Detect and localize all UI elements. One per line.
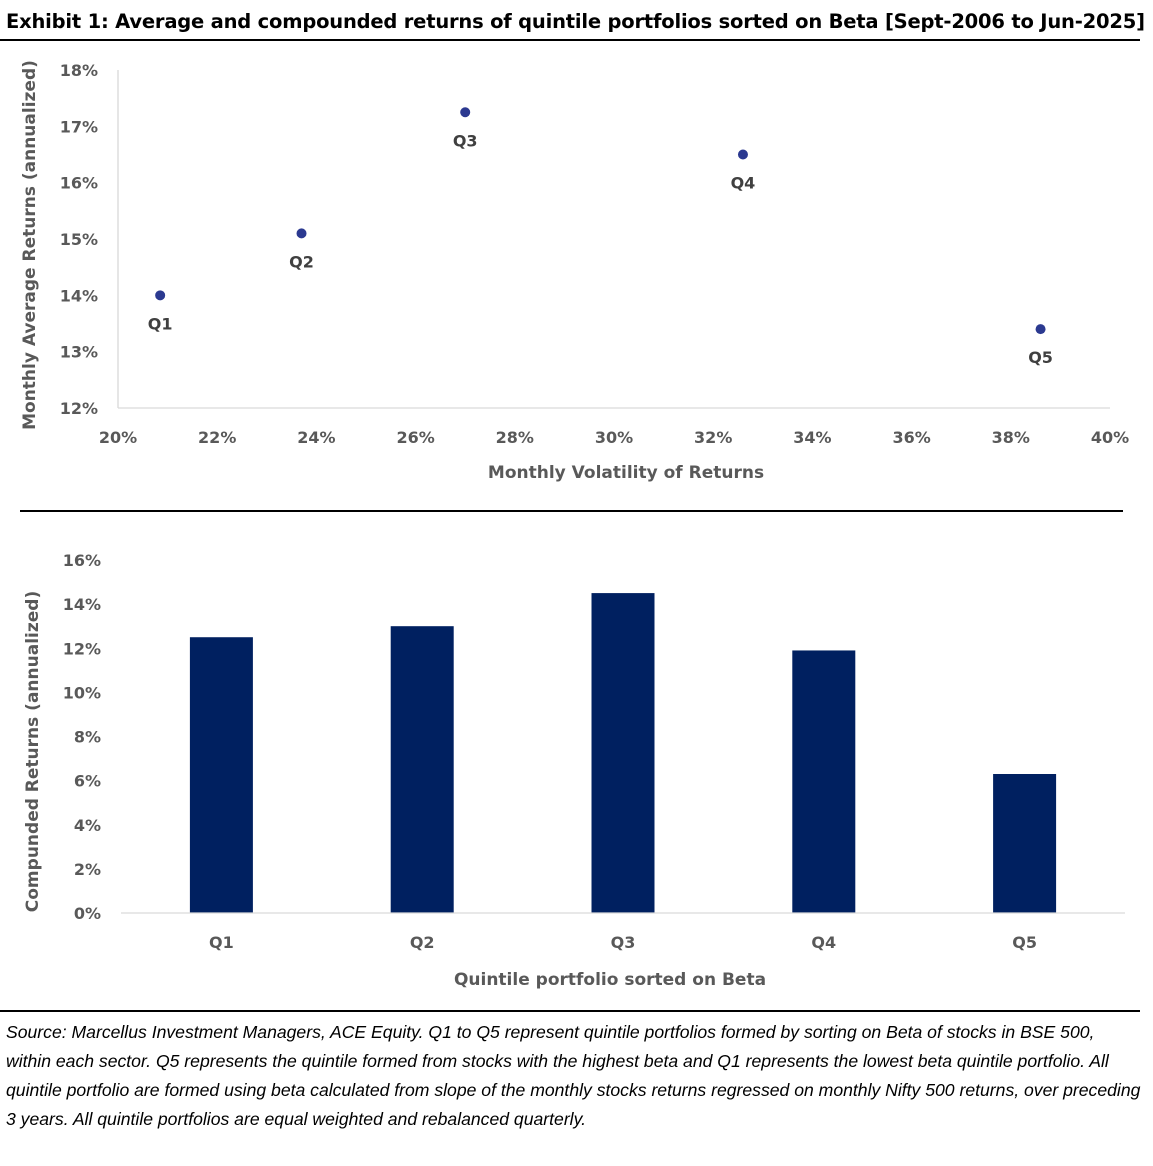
exhibit-title: Exhibit 1: Average and compounded return… [6, 10, 1145, 33]
data-label-q2: Q2 [289, 252, 314, 271]
y-axis-title: Monthly Average Returns (annualized) [20, 60, 40, 430]
x-axis-title: Quintile portfolio sorted on Beta [454, 970, 766, 990]
scatter-point-q3 [460, 107, 471, 118]
x-tick-label: 26% [396, 428, 434, 447]
y-tick-label: 18% [60, 61, 98, 80]
source-divider [0, 1010, 1140, 1012]
y-tick-label: 14% [60, 286, 98, 305]
category-label: Q4 [811, 933, 836, 952]
y-tick-label: 15% [60, 230, 98, 249]
scatter-chart: 12% 13% 14% 15% 16% 17% 18% 20% 22% 24% 26% 28% 30% 3… [20, 60, 1129, 483]
title-underline [0, 39, 1140, 41]
category-label: Q5 [1012, 933, 1037, 952]
scatter-point-q5 [1035, 324, 1046, 335]
source-note: Source: Marcellus Investment Managers, A… [6, 1022, 1141, 1129]
category-label: Q3 [611, 933, 636, 952]
bar-chart: 0% 2% 4% 6% 8% 10% 12% 14% 16% Q1 Q2 Q3 Q4 Q5 Quintile… [23, 551, 1125, 990]
x-tick-label: 36% [892, 428, 930, 447]
y-tick-label: 4% [74, 816, 101, 835]
y-tick-label: 10% [63, 683, 101, 702]
y-tick-label: 13% [60, 343, 98, 362]
y-tick-label: 2% [74, 860, 101, 879]
data-label-q4: Q4 [731, 174, 756, 193]
x-tick-label: 32% [694, 428, 732, 447]
scatter-point-q2 [296, 228, 307, 239]
x-tick-label: 24% [297, 428, 335, 447]
bar-q3 [591, 593, 655, 913]
y-tick-label: 6% [74, 772, 101, 791]
y-tick-label: 14% [63, 595, 101, 614]
y-tick-label: 12% [63, 639, 101, 658]
category-label: Q2 [410, 933, 435, 952]
data-label-q3: Q3 [453, 131, 478, 150]
bar-q1 [189, 637, 253, 913]
y-axis-title: Compunded Returns (annualized) [23, 591, 43, 912]
y-tick-label: 8% [74, 728, 101, 747]
y-tick-label: 12% [60, 399, 98, 418]
x-tick-label: 38% [992, 428, 1030, 447]
y-tick-label: 16% [63, 551, 101, 570]
category-label: Q1 [209, 933, 234, 952]
x-tick-label: 34% [793, 428, 831, 447]
y-tick-label: 16% [60, 174, 98, 193]
x-axis-title: Monthly Volatility of Returns [488, 463, 764, 483]
bar-q2 [390, 626, 454, 913]
y-tick-label: 17% [60, 117, 98, 136]
x-tick-label: 40% [1091, 428, 1129, 447]
y-tick-label: 0% [74, 904, 101, 923]
scatter-point-q4 [737, 149, 748, 160]
bar-q4 [792, 650, 856, 913]
x-tick-label: 22% [198, 428, 236, 447]
data-label-q1: Q1 [148, 314, 173, 333]
bar-q5 [993, 774, 1057, 913]
scatter-point-q1 [155, 290, 166, 301]
chart-divider [20, 510, 1123, 512]
data-label-q5: Q5 [1028, 348, 1053, 367]
x-tick-label: 20% [99, 428, 137, 447]
x-tick-label: 30% [595, 428, 633, 447]
x-tick-label: 28% [496, 428, 534, 447]
